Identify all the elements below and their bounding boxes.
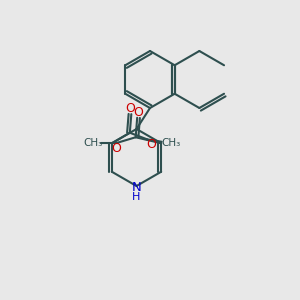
Text: O: O bbox=[111, 142, 121, 154]
Text: CH₃: CH₃ bbox=[83, 138, 102, 148]
Text: N: N bbox=[132, 181, 141, 194]
Text: O: O bbox=[146, 138, 156, 151]
Text: O: O bbox=[125, 102, 135, 115]
Text: H: H bbox=[132, 192, 141, 203]
Text: CH₃: CH₃ bbox=[161, 138, 180, 148]
Text: O: O bbox=[134, 106, 144, 119]
